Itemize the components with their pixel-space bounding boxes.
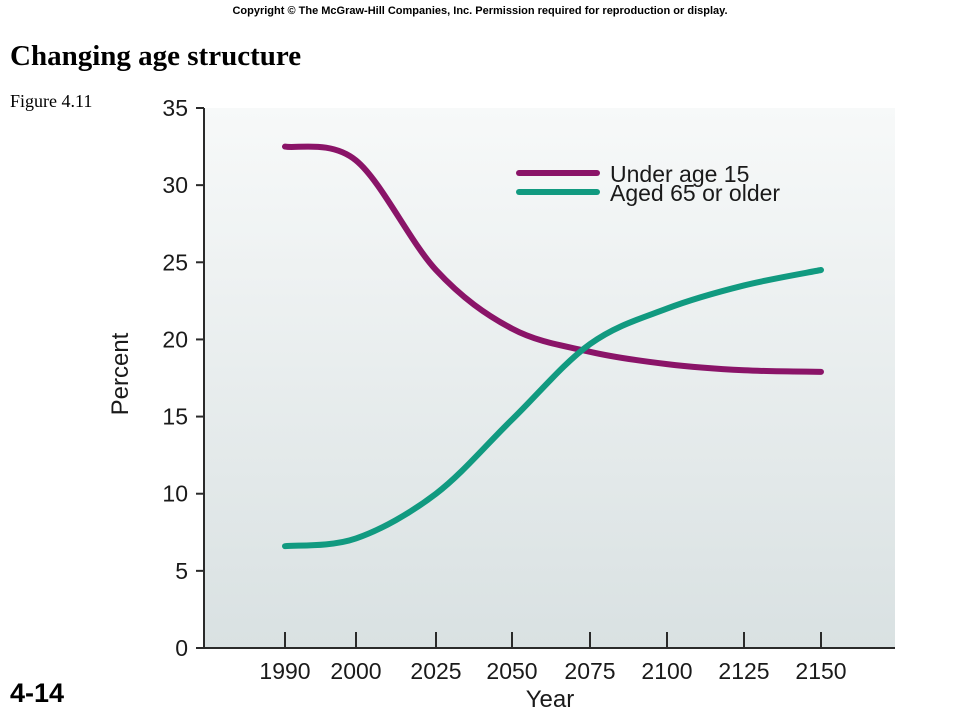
x-tick-label: 2075 <box>564 658 615 684</box>
x-tick-label: 2125 <box>718 658 769 684</box>
x-tick-label: 2050 <box>486 658 537 684</box>
figure-label: Figure 4.11 <box>10 91 93 111</box>
y-tick-label: 30 <box>162 172 188 198</box>
slide-title: Changing age structure <box>10 40 302 72</box>
x-tick-label: 2000 <box>330 658 381 684</box>
y-axis-title: Percent <box>107 332 134 415</box>
y-tick-label: 25 <box>162 249 188 275</box>
legend-label: Under age 15 <box>610 161 749 187</box>
legend-label: Aged 65 or older <box>610 180 780 206</box>
y-tick-label: 15 <box>162 404 188 430</box>
y-tick-label: 0 <box>175 635 188 661</box>
y-tick-label: 20 <box>162 326 188 352</box>
slide-number: 4-14 <box>10 678 65 708</box>
x-tick-label: 2150 <box>795 658 846 684</box>
y-tick-label: 35 <box>162 95 188 121</box>
copyright-notice: Copyright © The McGraw-Hill Companies, I… <box>232 5 728 17</box>
y-tick-label: 10 <box>162 481 188 507</box>
under-15-series-line <box>282 143 824 375</box>
legend-item-under-15: Under age 15 <box>516 161 749 187</box>
legend-item-aged-65: Aged 65 or older <box>516 180 780 206</box>
x-tick-label: 2100 <box>641 658 692 684</box>
x-tick-label: 2025 <box>410 658 461 684</box>
x-tick-label: 1990 <box>259 658 310 684</box>
x-axis-title: Year <box>526 686 575 713</box>
y-tick-label: 5 <box>175 558 188 584</box>
aged-65-series-line <box>282 267 824 550</box>
